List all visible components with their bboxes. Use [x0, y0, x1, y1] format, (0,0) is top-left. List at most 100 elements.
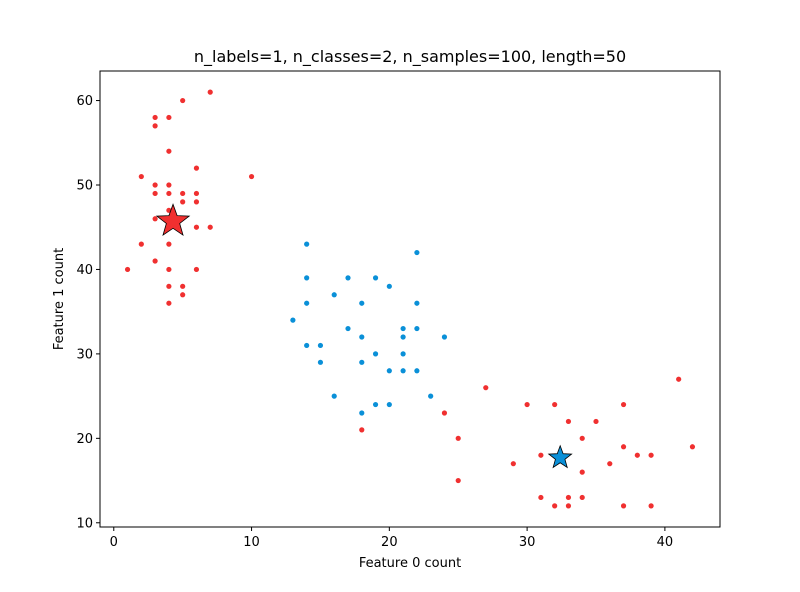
data-point — [166, 148, 172, 154]
data-point — [180, 97, 186, 104]
data-point — [648, 503, 654, 509]
data-point — [524, 401, 530, 408]
centroid-markers — [155, 203, 573, 469]
data-point — [345, 325, 351, 332]
y-axis: 10 20 30 40 50 60 — [76, 94, 100, 531]
data-point — [359, 427, 365, 433]
data-point — [579, 469, 585, 475]
data-point — [152, 123, 158, 129]
data-point — [166, 114, 172, 121]
data-point — [400, 368, 406, 374]
data-point — [193, 224, 200, 230]
data-point — [455, 477, 461, 484]
data-point — [152, 114, 158, 121]
data-point — [359, 334, 365, 340]
data-point — [441, 410, 448, 416]
data-point — [180, 283, 186, 289]
y-tick-label: 10 — [76, 516, 93, 531]
y-tick-label: 40 — [76, 263, 93, 278]
data-point — [400, 325, 406, 332]
data-point — [676, 376, 682, 382]
data-point — [400, 351, 406, 357]
y-axis-label: Feature 1 count — [52, 248, 67, 350]
data-point — [304, 275, 310, 281]
x-tick-label: 20 — [381, 535, 398, 550]
data-point — [441, 334, 448, 340]
data-point — [248, 173, 255, 180]
x-tick-label: 10 — [243, 535, 260, 550]
data-point — [180, 190, 186, 197]
data-point — [620, 503, 627, 509]
data-point — [166, 300, 172, 306]
y-tick-label: 30 — [76, 347, 93, 362]
data-point — [317, 342, 324, 349]
data-point — [483, 385, 489, 391]
data-point — [386, 283, 392, 289]
data-point — [579, 435, 585, 441]
data-point — [152, 190, 158, 197]
data-point — [152, 216, 158, 222]
data-point — [593, 418, 599, 425]
data-point — [193, 199, 200, 205]
data-point — [124, 266, 131, 273]
chart-title: n_labels=1, n_classes=2, n_samples=100, … — [194, 47, 626, 67]
data-points — [124, 89, 696, 509]
data-point — [400, 334, 406, 340]
data-point — [304, 241, 310, 247]
plot-area — [99, 70, 721, 528]
data-point — [414, 249, 420, 256]
data-point — [304, 300, 310, 306]
data-point — [372, 275, 379, 281]
data-point — [166, 266, 172, 273]
data-point — [166, 182, 172, 188]
y-tick-label: 60 — [76, 94, 93, 109]
x-tick-label: 40 — [657, 535, 674, 550]
data-point — [193, 190, 200, 197]
data-point — [180, 292, 186, 298]
data-point — [565, 494, 572, 501]
y-tick-label: 20 — [76, 432, 93, 447]
x-tick-label: 30 — [519, 535, 536, 550]
data-point — [193, 266, 200, 273]
x-tick-label: 0 — [110, 535, 118, 550]
data-point — [414, 368, 420, 374]
centroid-star-blue — [547, 444, 573, 469]
x-axis: 0 10 20 30 40 — [110, 527, 674, 550]
data-point — [359, 359, 365, 365]
data-point — [290, 317, 296, 323]
centroid-star-red — [155, 203, 191, 237]
data-point — [386, 368, 392, 374]
data-point — [607, 461, 613, 467]
data-point — [538, 494, 544, 501]
data-point — [138, 241, 144, 247]
data-point — [386, 401, 392, 408]
data-point — [428, 393, 434, 399]
data-point — [552, 401, 558, 408]
data-point — [317, 359, 324, 365]
data-point — [510, 461, 516, 467]
data-point — [359, 410, 365, 416]
data-point — [689, 444, 696, 450]
data-point — [414, 325, 420, 332]
data-point — [414, 300, 420, 306]
data-point — [620, 401, 627, 408]
data-point — [565, 418, 572, 425]
data-point — [634, 452, 640, 458]
data-point — [152, 182, 158, 188]
data-point — [648, 452, 654, 458]
data-point — [455, 435, 461, 441]
y-tick-label: 50 — [76, 179, 93, 194]
data-point — [331, 292, 337, 298]
data-point — [304, 342, 310, 349]
data-point — [565, 503, 572, 509]
data-point — [138, 173, 144, 180]
data-point — [152, 258, 158, 264]
data-point — [180, 199, 186, 205]
data-point — [331, 393, 337, 399]
data-point — [193, 165, 200, 171]
x-axis-label: Feature 0 count — [359, 556, 461, 571]
data-point — [372, 401, 379, 408]
data-point — [620, 444, 627, 450]
data-point — [166, 190, 172, 197]
